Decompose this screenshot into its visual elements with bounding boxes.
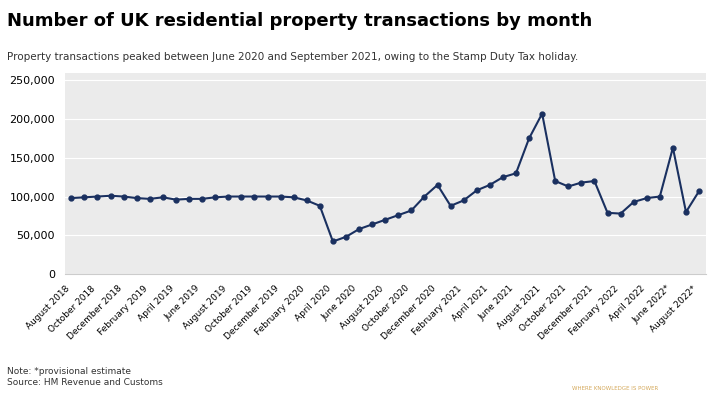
Text: Number of UK residential property transactions by month: Number of UK residential property transa…	[7, 12, 593, 30]
Text: Property transactions peaked between June 2020 and September 2021, owing to the : Property transactions peaked between Jun…	[7, 52, 578, 62]
Text: IBISWorld: IBISWorld	[579, 366, 652, 379]
Text: WHERE KNOWLEDGE IS POWER: WHERE KNOWLEDGE IS POWER	[572, 386, 659, 391]
Text: Note: *provisional estimate
Source: HM Revenue and Customs: Note: *provisional estimate Source: HM R…	[7, 368, 163, 387]
